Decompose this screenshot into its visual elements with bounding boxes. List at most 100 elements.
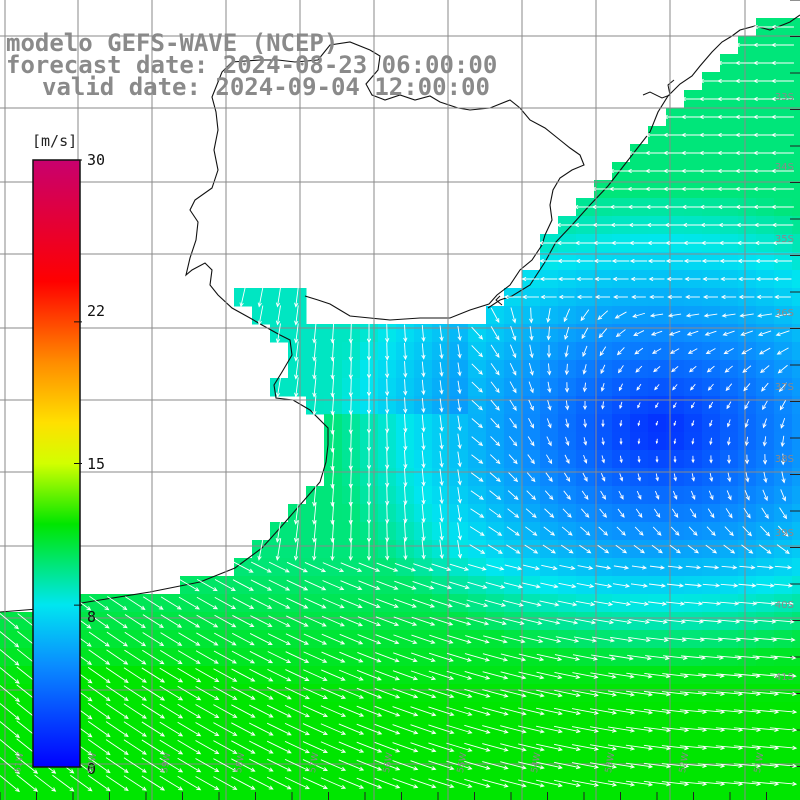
wind-arrow [303, 669, 328, 681]
wind-arrow [565, 400, 570, 411]
wind-arrow [213, 650, 237, 664]
wind-arrow [690, 490, 696, 501]
wind-arrow [374, 687, 401, 699]
wind-arrow [553, 725, 581, 734]
wind-arrow [690, 402, 695, 409]
wind-arrow [758, 544, 772, 554]
wind-arrow [664, 637, 687, 642]
wind-arrow [722, 330, 735, 336]
wind-arrow [721, 313, 736, 318]
wind-arrow [403, 361, 408, 378]
wind-arrow [249, 686, 274, 700]
wind-arrow [392, 670, 419, 681]
wind-arrow [771, 96, 794, 102]
wind-arrow [553, 761, 581, 770]
wind-arrow [195, 650, 219, 664]
wind-speed-cell [792, 576, 800, 595]
wind-speed-cell [792, 720, 800, 739]
wind-arrow [510, 344, 517, 359]
wind-arrow [630, 583, 649, 588]
wind-arrow [457, 540, 462, 559]
wind-arrow [755, 601, 776, 606]
wind-arrow [565, 436, 570, 447]
wind-speed-cell [522, 792, 541, 800]
wind-arrow [34, 774, 57, 792]
wind-arrow [646, 222, 667, 228]
wind-arrow [625, 726, 654, 733]
wind-speed-cell [162, 792, 181, 800]
wind-arrow [607, 726, 636, 733]
wind-arrow [464, 688, 491, 698]
wind-arrow [594, 294, 611, 300]
wind-arrow [105, 703, 129, 719]
wind-arrow [601, 437, 605, 446]
wind-arrow [123, 703, 147, 719]
wind-arrow [178, 632, 201, 646]
wind-arrow [320, 759, 347, 771]
wind-arrow [214, 632, 237, 646]
wind-arrow [599, 346, 607, 357]
wind-arrow [500, 743, 527, 752]
wind-arrow [600, 490, 606, 500]
wind-arrow [664, 222, 685, 228]
wind-arrow [654, 490, 660, 500]
wind-arrow [490, 381, 500, 394]
wind-arrow [661, 709, 690, 715]
wind-arrow [470, 472, 484, 482]
wind-speed-cell [594, 792, 613, 800]
wind-arrow [686, 330, 699, 336]
latitude-label: 33S [774, 92, 794, 103]
wind-arrow [754, 240, 775, 246]
wind-arrow [471, 345, 484, 358]
wind-arrow [338, 741, 365, 753]
wind-arrow [691, 473, 696, 482]
wind-arrow [610, 636, 633, 643]
wind-speed-cell [792, 72, 800, 91]
wind-arrow [457, 433, 462, 450]
wind-arrow [774, 565, 793, 570]
wind-arrow [625, 744, 654, 751]
wind-arrow [681, 655, 706, 660]
wind-arrow [617, 508, 625, 518]
wind-arrow [679, 709, 708, 715]
wind-arrow [574, 222, 595, 228]
wind-arrow [302, 759, 328, 771]
wind-arrow [471, 381, 483, 393]
wind-arrow [106, 613, 128, 629]
wind-arrow [141, 739, 166, 755]
wind-arrow [744, 490, 750, 501]
wind-arrow [522, 294, 539, 300]
wind-arrow [338, 723, 365, 735]
wind-speed-cell [306, 792, 325, 800]
wind-arrow [304, 597, 327, 609]
wind-arrow [231, 740, 256, 754]
wind-arrow [553, 707, 581, 716]
wind-arrow [633, 544, 645, 554]
wind-arrow [421, 432, 426, 451]
wind-arrow [268, 561, 290, 573]
wind-arrow [457, 380, 462, 395]
wind-arrow [546, 418, 552, 429]
wind-arrow [529, 344, 534, 359]
wind-arrow [613, 294, 628, 300]
wind-speed-cell [792, 342, 800, 361]
wind-arrow [403, 538, 408, 561]
wind-arrow [599, 508, 608, 518]
wind-arrow [366, 378, 372, 397]
wind-arrow [738, 583, 757, 588]
coastline-east [487, 14, 800, 309]
wind-arrow [589, 762, 618, 769]
wind-arrow [457, 504, 462, 523]
wind-speed-cell [792, 288, 800, 307]
wind-arrow [303, 651, 328, 663]
wind-arrow [464, 653, 491, 662]
wind-arrow [571, 762, 599, 769]
wind-speed-cell [486, 792, 505, 800]
colorbar-gradient [32, 159, 81, 768]
wind-arrow [612, 276, 629, 282]
wind-arrow [575, 258, 594, 264]
wind-arrow [643, 762, 672, 769]
wind-arrow [759, 365, 770, 374]
wind-arrow [410, 760, 437, 771]
